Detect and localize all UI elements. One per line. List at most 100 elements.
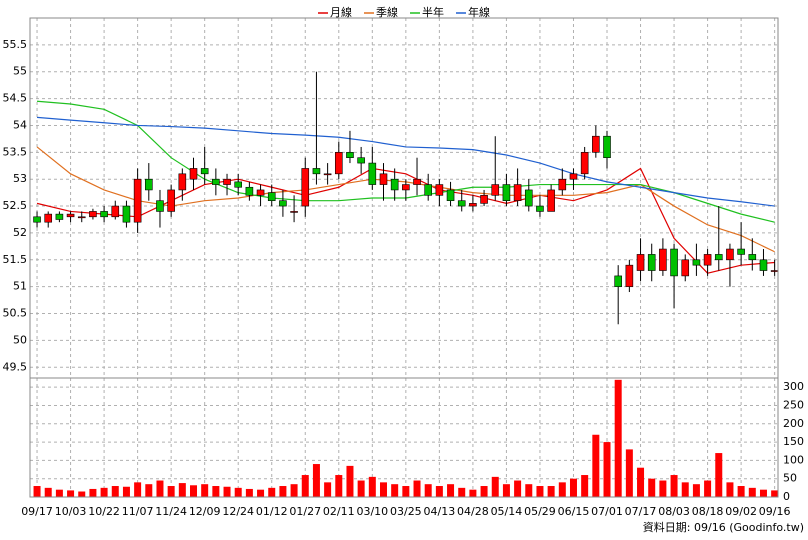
candle-body: [737, 248, 745, 255]
x-tick-label: 10/22: [88, 505, 120, 518]
candle-body: [279, 200, 287, 207]
candle-body: [703, 254, 712, 266]
volume-bar: [502, 484, 510, 497]
volume-bar: [402, 486, 410, 497]
volume-bar: [324, 482, 332, 497]
volume-bar: [413, 480, 421, 497]
volume-bar: [726, 482, 734, 497]
volume-bar: [558, 482, 566, 497]
candle-body: [178, 173, 187, 191]
candle-body: [334, 152, 343, 175]
y2-tick-label: 200: [783, 417, 804, 430]
y-tick-label: 54: [13, 118, 27, 131]
candle-body: [223, 178, 231, 185]
y-tick-label: 55: [13, 65, 27, 78]
candle-body: [670, 248, 678, 277]
candle-body: [144, 178, 153, 191]
x-tick-label: 01/12: [256, 505, 288, 518]
volume-bar: [279, 486, 287, 497]
candle-body: [290, 211, 298, 213]
legend-label: 年線: [468, 5, 490, 19]
volume-bar: [122, 486, 130, 497]
y2-tick-label: 100: [783, 453, 804, 466]
x-tick-label: 11/07: [122, 505, 154, 518]
volume-bar: [167, 486, 175, 497]
footnote: 資料日期: 09/16 (Goodinfo.tw): [643, 520, 804, 534]
volume-bar: [491, 476, 499, 497]
volume-bar: [737, 486, 745, 497]
volume-bar: [134, 482, 142, 497]
volume-bar: [759, 489, 767, 497]
volume-bar: [368, 476, 376, 497]
volume-bar: [44, 487, 52, 497]
candle-body: [245, 186, 254, 196]
x-tick-label: 05/14: [491, 505, 523, 518]
candle-body: [759, 259, 768, 271]
volume-bar: [145, 484, 153, 497]
x-tick-label: 07/01: [591, 505, 623, 518]
x-tick-label: 11/24: [155, 505, 187, 518]
candle-body: [200, 168, 209, 175]
y2-tick-label: 300: [783, 380, 804, 393]
candle-body: [212, 178, 220, 185]
y-tick-label: 52.5: [3, 199, 28, 212]
y2-tick-label: 250: [783, 398, 804, 411]
y-tick-label: 54.5: [3, 92, 28, 105]
candle-body: [614, 275, 622, 287]
candle-body: [133, 178, 142, 223]
candle-body: [156, 200, 164, 212]
candle-body: [89, 211, 97, 218]
x-tick-label: 09/16: [759, 505, 791, 518]
candle-body: [636, 254, 645, 271]
volume-bar: [190, 485, 198, 497]
candle-body: [66, 213, 75, 218]
y-tick-label: 55.5: [3, 38, 28, 51]
y-tick-label: 51: [13, 280, 27, 293]
y-tick-label: 50: [13, 333, 27, 346]
volume-bar: [424, 484, 432, 497]
candle-body: [167, 189, 175, 212]
y-tick-label: 51.5: [3, 253, 28, 266]
y-tick-label: 52: [13, 226, 27, 239]
candle-body: [323, 173, 332, 176]
candle-body: [524, 189, 533, 207]
volume-bar: [301, 475, 309, 497]
candle-body: [368, 162, 377, 185]
plot-frame: [29, 17, 779, 498]
legend-label: 半年: [422, 5, 444, 19]
x-tick-label: 07/17: [625, 505, 657, 518]
volume-bar: [245, 488, 253, 497]
candle-body: [413, 178, 421, 185]
x-tick-label: 12/09: [189, 505, 221, 518]
candle-body: [77, 216, 86, 219]
volume-bar: [89, 488, 97, 497]
candle-body: [580, 152, 589, 175]
candle-body: [681, 259, 690, 277]
volume-bar: [547, 486, 555, 497]
candle-body: [100, 211, 108, 218]
volume-bar: [178, 483, 186, 497]
volume-bar: [223, 486, 231, 497]
moving-average-line: [36, 116, 775, 207]
volume-bar: [447, 484, 455, 497]
candle-body: [770, 270, 779, 272]
volume-bar: [335, 475, 343, 497]
volume-bar: [234, 487, 242, 497]
volume-bar: [257, 489, 265, 497]
x-tick-label: 09/02: [725, 505, 757, 518]
x-tick-label: 05/29: [524, 505, 556, 518]
volume-bar: [346, 465, 354, 497]
y-tick-label: 53: [13, 172, 27, 185]
volume-bar: [156, 480, 164, 497]
volume-bar: [514, 480, 522, 497]
candle-body: [256, 189, 265, 196]
x-tick-label: 03/25: [390, 505, 422, 518]
volume-bar: [33, 486, 41, 497]
candle-body: [558, 178, 567, 191]
candle-body: [267, 192, 276, 201]
volume-bar: [290, 484, 298, 497]
candle-body: [435, 184, 444, 196]
candle-body: [424, 184, 432, 196]
candle-body: [469, 203, 477, 207]
